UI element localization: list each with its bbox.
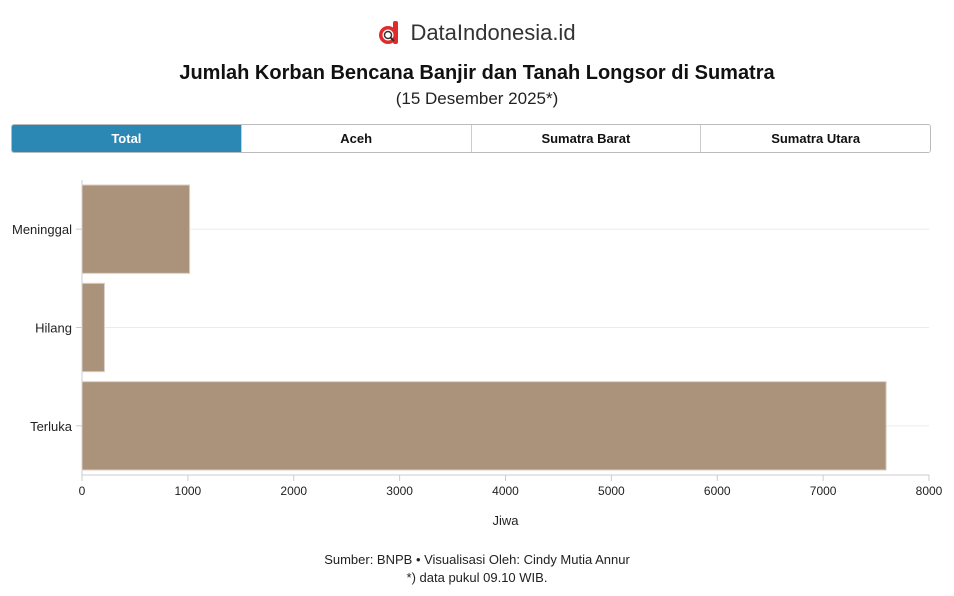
chart-title: Jumlah Korban Bencana Banjir dan Tanah L… (179, 62, 775, 84)
logo-text: DataIndonesia.id (410, 20, 576, 45)
x-tick-label: 1000 (175, 484, 202, 498)
x-tick-label: 5000 (598, 484, 625, 498)
source-note: Sumber: BNPB • Visualisasi Oleh: Cindy M… (324, 552, 630, 567)
logo: DataIndonesia.id (0, 20, 954, 46)
y-tick-label: Terluka (30, 419, 73, 434)
tab-sumatra-utara[interactable]: Sumatra Utara (701, 125, 930, 152)
x-tick-label: 4000 (492, 484, 519, 498)
x-tick-label: 2000 (280, 484, 307, 498)
footer: Sumber: BNPB • Visualisasi Oleh: Cindy M… (0, 551, 954, 587)
x-tick-label: 0 (79, 484, 86, 498)
logo-icon (379, 21, 399, 44)
bar-chart: Meninggal Hilang Terluka 0 1000 2000 3000 4000 5… (12, 180, 943, 528)
tab-sumatra-barat[interactable]: Sumatra Barat (471, 125, 702, 152)
x-tick-label: 7000 (810, 484, 837, 498)
chart-subtitle: (15 Desember 2025*) (395, 89, 559, 108)
y-tick-label: Hilang (35, 321, 72, 336)
time-note: *) data pukul 09.10 WIB. (406, 570, 548, 585)
bar-hilang (81, 282, 105, 373)
x-axis-label: Jiwa (492, 513, 519, 528)
x-tick-label: 8000 (916, 484, 943, 498)
x-tick-label: 6000 (704, 484, 731, 498)
bar-terluka (81, 381, 887, 471)
bar-meninggal (81, 184, 191, 274)
tab-total[interactable]: Total (12, 125, 242, 152)
tab-aceh[interactable]: Aceh (241, 125, 472, 152)
y-tick-label: Meninggal (12, 222, 72, 237)
region-tabs: Total Aceh Sumatra Barat Sumatra Utara (11, 124, 931, 153)
x-tick-label: 3000 (386, 484, 413, 498)
